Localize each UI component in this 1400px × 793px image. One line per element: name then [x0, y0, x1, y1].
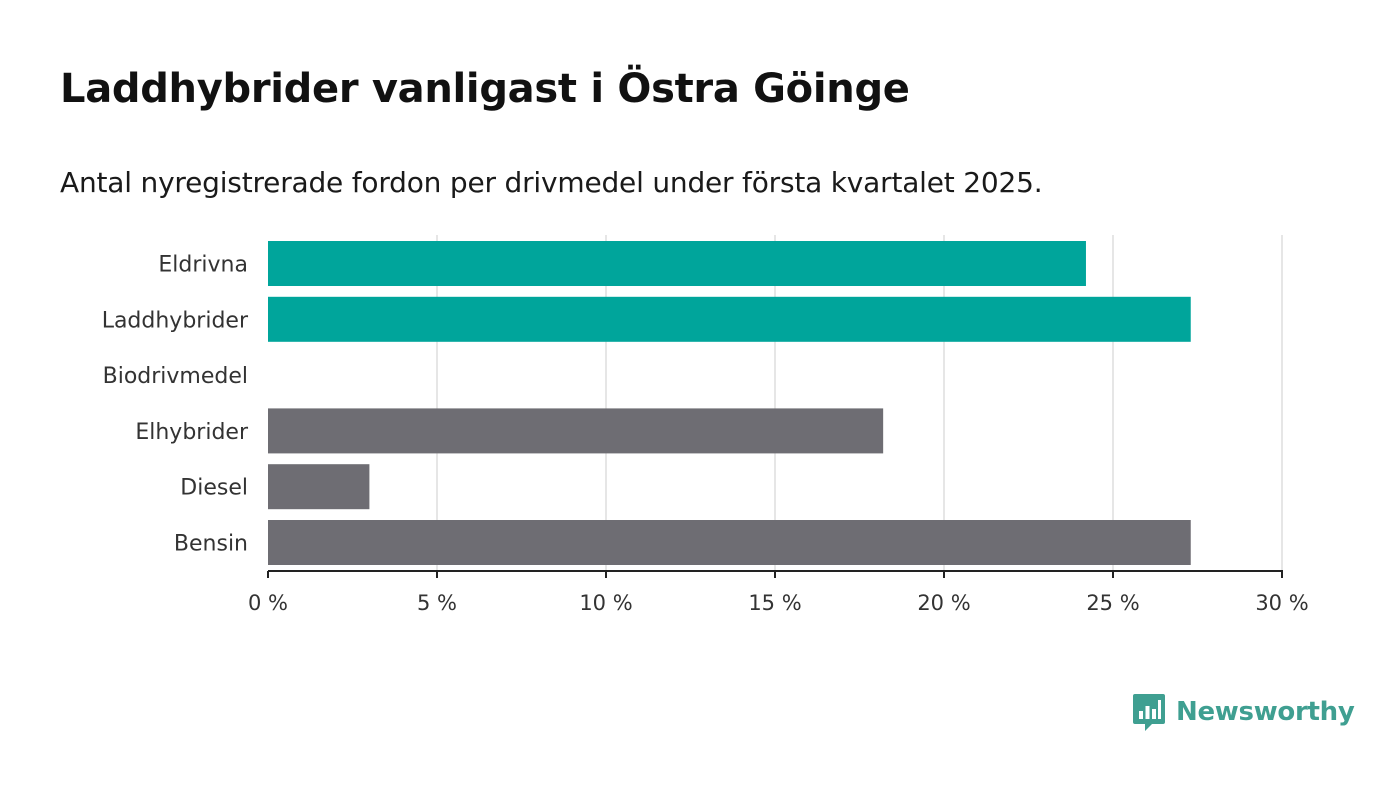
newsworthy-logo-icon — [1133, 694, 1165, 731]
chart-subtitle: Antal nyregistrerade fordon per drivmede… — [60, 166, 1043, 199]
brand-logo: Newsworthy — [1132, 692, 1355, 732]
category-label: Diesel — [180, 476, 248, 501]
bars — [268, 241, 1191, 565]
bar-laddhybrider — [268, 296, 1191, 342]
x-tick-label: 15 % — [748, 591, 801, 615]
x-axis: 0 % 5 % 10 % 15 % 20 % 25 % 30 % — [248, 570, 1309, 615]
category-label: Elhybrider — [135, 420, 249, 445]
x-tick-label: 25 % — [1086, 591, 1139, 615]
bar-elhybrider — [268, 408, 884, 454]
category-labels: Eldrivna Laddhybrider Biodrivmedel Elhybrid… — [102, 253, 249, 557]
brand-name: Newsworthy — [1176, 697, 1355, 727]
x-tick-label: 30 % — [1255, 591, 1308, 615]
bar-bensin — [268, 520, 1191, 565]
category-label: Bensin — [174, 532, 248, 557]
x-tick-label: 0 % — [248, 591, 288, 615]
gridlines — [436, 235, 1283, 571]
bar-diesel — [268, 464, 370, 510]
chart-title: Laddhybrider vanligast i Östra Göinge — [60, 66, 910, 112]
category-label: Laddhybrider — [102, 308, 249, 333]
x-tick-label: 20 % — [917, 591, 970, 615]
category-label: Biodrivmedel — [103, 364, 248, 389]
x-tick-label: 10 % — [579, 591, 632, 615]
bar-chart: Eldrivna Laddhybrider Biodrivmedel Elhybrid… — [102, 235, 1309, 615]
bar-eldrivna — [268, 241, 1086, 286]
category-label: Eldrivna — [158, 253, 248, 278]
x-tick-label: 5 % — [417, 591, 457, 615]
